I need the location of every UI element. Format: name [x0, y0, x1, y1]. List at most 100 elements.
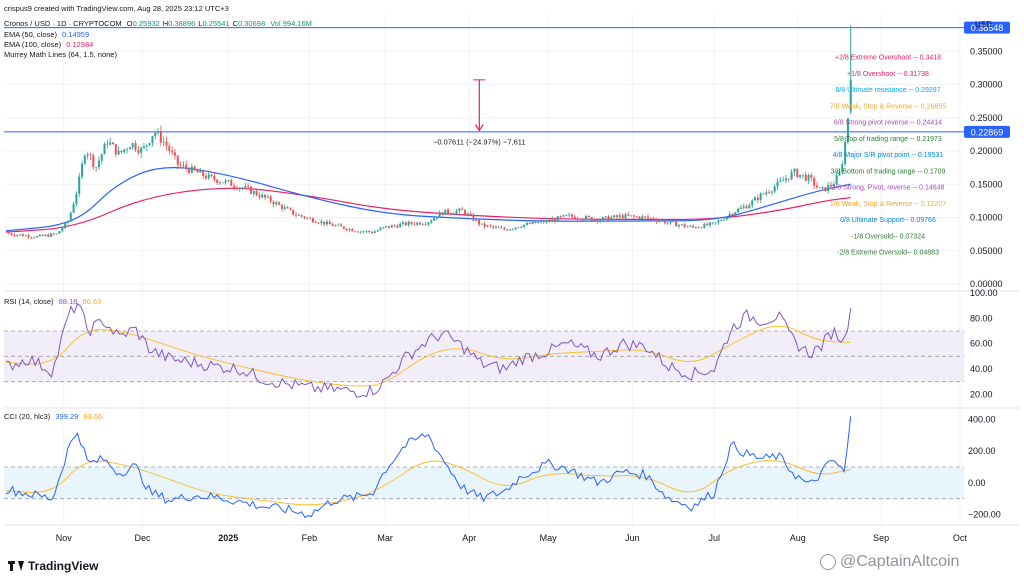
- candle: [610, 215, 613, 222]
- candle-body: [540, 220, 543, 222]
- candle: [632, 214, 635, 219]
- candle: [770, 190, 773, 196]
- candle-body: [444, 209, 447, 215]
- candle-body: [410, 222, 413, 224]
- candle: [230, 178, 233, 186]
- measure-label: −0.07611 (−24.97%) −7,611: [433, 137, 526, 146]
- ema100-line: [5, 187, 851, 233]
- candle: [573, 214, 576, 220]
- candle-body: [421, 224, 424, 226]
- axes: USD0.000000.050000.100000.150000.200000.…: [4, 20, 1020, 543]
- candle-body: [320, 221, 323, 224]
- candle-body: [292, 209, 295, 215]
- candle-body: [835, 175, 838, 185]
- candle: [520, 225, 523, 229]
- candle-body: [382, 227, 385, 229]
- rsi-tick-label: 20.00: [970, 389, 993, 399]
- candle-body: [264, 194, 267, 198]
- cci-tick-label: −200.00: [968, 510, 1001, 520]
- ohlc-values: O0.25932 H0.38896 L0.25541 C0.30698: [124, 19, 265, 28]
- candle-body: [548, 219, 551, 221]
- candle: [233, 183, 236, 191]
- candle-body: [106, 143, 109, 145]
- candle: [821, 186, 824, 191]
- candle: [587, 215, 590, 218]
- candle-body: [385, 226, 388, 228]
- candle-body: [230, 180, 233, 186]
- candle-body: [19, 234, 22, 236]
- candle-body: [807, 175, 810, 181]
- candle: [849, 25, 852, 115]
- candle-body: [768, 192, 771, 194]
- candle: [494, 225, 497, 229]
- candle: [128, 146, 131, 150]
- candle-body: [326, 221, 329, 225]
- candle-body: [354, 231, 357, 233]
- candle: [72, 201, 75, 214]
- candle: [756, 194, 759, 204]
- candle-body: [630, 215, 633, 217]
- cci-tick-label: 0.00: [968, 478, 986, 488]
- candle: [830, 181, 833, 190]
- candle: [779, 177, 782, 183]
- murrey-level-label: 4/8 Major S/R pivot point -- 0.19531: [833, 152, 944, 159]
- candle: [224, 178, 227, 185]
- candle: [590, 216, 593, 221]
- candle-body: [669, 221, 672, 223]
- candle-body: [475, 220, 478, 221]
- candle: [815, 181, 818, 190]
- candle-body: [213, 175, 216, 180]
- candle-body: [675, 221, 678, 227]
- candle: [216, 179, 219, 185]
- candle-body: [469, 213, 472, 215]
- candle-body: [739, 207, 742, 209]
- candle-body: [846, 118, 849, 143]
- price-pane[interactable]: 0.38548 0.22869 +2/8 Extreme Overshoot -- …: [4, 21, 1010, 257]
- candle: [576, 216, 579, 221]
- candle-body: [689, 225, 692, 227]
- candle-body: [249, 186, 252, 194]
- murrey-level-label: 0/8 Ultimate Support-- 0.09766: [840, 217, 936, 224]
- candle: [269, 194, 272, 204]
- x-tick-label: 2025: [218, 533, 238, 543]
- candle-body: [337, 224, 340, 226]
- candle: [647, 214, 650, 220]
- candle: [272, 200, 275, 207]
- candle: [514, 227, 517, 231]
- watermark: @CaptainAltcoin: [820, 553, 959, 571]
- x-tick-label: Oct: [953, 533, 968, 543]
- y-axis-unit: USD: [975, 20, 992, 29]
- candle: [382, 227, 385, 230]
- candle-body: [621, 215, 624, 219]
- candle: [373, 229, 376, 234]
- candle: [506, 228, 509, 231]
- candle-body: [303, 216, 306, 219]
- cci-legend: CCI (20, hlc3) 399.29 83.66: [4, 412, 102, 421]
- cci-tick-label: 200.00: [968, 446, 996, 456]
- candle: [748, 202, 751, 209]
- candle-body: [131, 143, 134, 148]
- candle: [728, 211, 731, 220]
- candle: [846, 117, 849, 145]
- candle-body: [179, 164, 182, 166]
- candle: [540, 218, 543, 225]
- candle-body: [44, 234, 47, 236]
- candle-body: [466, 213, 469, 215]
- candle-body: [196, 170, 199, 173]
- candle-body: [511, 228, 514, 230]
- candle: [635, 215, 638, 218]
- candle: [649, 217, 652, 221]
- rsi-pane[interactable]: [4, 302, 964, 398]
- candle-body: [134, 143, 137, 151]
- candle: [407, 220, 410, 228]
- candle: [844, 136, 847, 167]
- candle: [221, 182, 224, 184]
- cci-pane[interactable]: [4, 416, 964, 519]
- candle-body: [241, 187, 244, 189]
- candle: [210, 173, 213, 178]
- candle-body: [266, 196, 269, 198]
- murrey-level-label: 3/8 Bottom of trading range -- 0.1709: [831, 168, 946, 175]
- candle-body: [373, 231, 376, 233]
- candle-body: [306, 217, 309, 219]
